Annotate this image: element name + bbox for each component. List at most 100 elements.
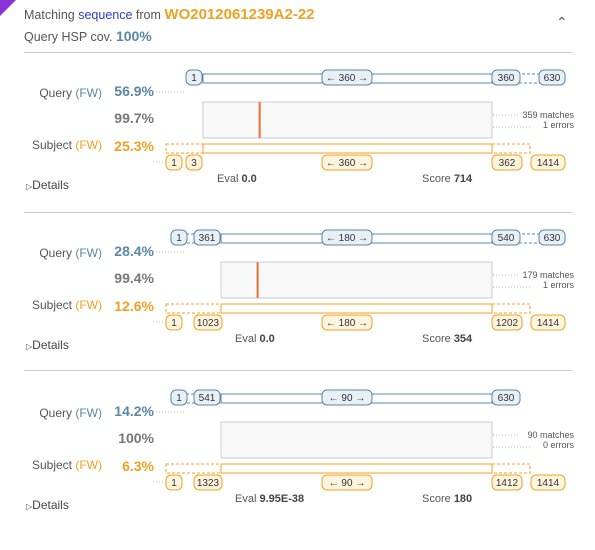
query-length-pill: ← 90 → — [322, 390, 372, 405]
matches-count: 359 matches — [494, 110, 574, 120]
subject-length-pill: ← 360 → — [322, 155, 372, 170]
score-value: 354 — [454, 333, 472, 345]
match-header: Matching sequence from WO2012061239A2-22 — [24, 6, 315, 23]
query-start-pill: 361 — [194, 230, 220, 245]
match-counts: 179 matches1 errors — [494, 270, 574, 290]
svg-text:360: 360 — [498, 73, 515, 84]
svg-text:630: 630 — [544, 73, 561, 84]
svg-text:1: 1 — [191, 73, 197, 84]
svg-text:← 360 →: ← 360 → — [326, 73, 368, 84]
svg-text:1323: 1323 — [197, 478, 220, 489]
svg-text:361: 361 — [199, 233, 216, 244]
subject-unaligned-left — [166, 304, 221, 313]
svg-text:630: 630 — [544, 233, 561, 244]
identity-box — [203, 102, 492, 138]
query-start-pill: 1 — [186, 70, 202, 85]
coverage-value: 100% — [116, 28, 152, 44]
e-value: Eval 0.0 — [217, 173, 257, 185]
score-label: Score — [422, 493, 451, 505]
subject-unaligned-left — [166, 464, 221, 473]
e-value: Eval 0.0 — [235, 333, 275, 345]
svg-text:1: 1 — [176, 233, 182, 244]
eval-value: 0.0 — [259, 333, 274, 345]
score: Score 180 — [422, 493, 472, 505]
svg-text:3: 3 — [191, 158, 197, 169]
query-end-pill: 360 — [492, 70, 520, 85]
svg-text:1023: 1023 — [197, 318, 220, 329]
matches-count: 179 matches — [494, 270, 574, 280]
subject-length-pill: ← 90 → — [322, 475, 372, 490]
query-length-pill: ← 180 → — [322, 230, 372, 245]
subject-total-pill: 1414 — [531, 475, 565, 490]
collapse-chevron-icon[interactable]: ⌃ — [556, 14, 568, 31]
matches-count: 90 matches — [494, 430, 574, 440]
score-value: 714 — [454, 173, 472, 185]
eval-value: 0.0 — [241, 173, 256, 185]
e-value: Eval 9.95E-38 — [235, 493, 304, 505]
subject-bar — [203, 144, 492, 153]
subject-first-pill: 1 — [166, 315, 182, 330]
query-length-pill: ← 360 → — [322, 70, 372, 85]
subject-first-pill: 1 — [166, 155, 182, 170]
query-hsp-coverage: Query HSP cov. 100% — [24, 28, 152, 44]
score-label: Score — [422, 173, 451, 185]
subject-start-pill: 1323 — [194, 475, 222, 490]
query-total-pill: 630 — [539, 230, 565, 245]
svg-text:1414: 1414 — [537, 478, 560, 489]
query-end-pill: 630 — [492, 390, 520, 405]
block-separator — [24, 370, 572, 371]
svg-text:1: 1 — [171, 158, 177, 169]
hit-block: Query (FW)56.9%99.7%Subject (FW)25.3%▷De… — [0, 52, 595, 202]
subject-end-pill: 1412 — [492, 475, 522, 490]
svg-text:1412: 1412 — [496, 478, 519, 489]
subject-end-pill: 362 — [492, 155, 522, 170]
score-label: Score — [422, 333, 451, 345]
subject-unaligned-left — [166, 144, 203, 153]
subject-start-pill: 1023 — [194, 315, 222, 330]
score: Score 714 — [422, 173, 472, 185]
query-start-pill: 541 — [194, 390, 220, 405]
svg-text:1414: 1414 — [537, 158, 560, 169]
svg-text:1: 1 — [176, 393, 182, 404]
subject-end-pill: 1202 — [492, 315, 522, 330]
query-total-pill: 630 — [539, 70, 565, 85]
subject-bar — [221, 464, 492, 473]
eval-label: Eval — [235, 333, 256, 345]
identity-box — [221, 422, 492, 458]
query-first-pill: 1 — [171, 230, 187, 245]
subject-start-pill: 3 — [186, 155, 202, 170]
svg-text:1202: 1202 — [496, 318, 519, 329]
subject-first-pill: 1 — [166, 475, 182, 490]
subject-unaligned-right — [492, 144, 530, 153]
svg-text:← 180 →: ← 180 → — [326, 318, 368, 329]
score-value: 180 — [454, 493, 472, 505]
sequence-link[interactable]: sequence — [78, 8, 132, 22]
errors-count: 1 errors — [494, 120, 574, 130]
svg-text:630: 630 — [498, 393, 515, 404]
header-from: from — [136, 8, 161, 22]
subject-length-pill: ← 180 → — [322, 315, 372, 330]
svg-text:← 90 →: ← 90 → — [329, 393, 366, 404]
coverage-label: Query HSP cov. — [24, 30, 112, 44]
eval-label: Eval — [217, 173, 238, 185]
subject-unaligned-right — [492, 464, 530, 473]
svg-text:1414: 1414 — [537, 318, 560, 329]
hit-block: Query (FW)14.2%100%Subject (FW)6.3%▷Deta… — [0, 372, 595, 522]
svg-text:362: 362 — [499, 158, 516, 169]
query-first-pill: 1 — [171, 390, 187, 405]
svg-text:← 360 →: ← 360 → — [326, 158, 368, 169]
header-prefix: Matching — [24, 8, 75, 22]
svg-text:← 90 →: ← 90 → — [329, 478, 366, 489]
errors-count: 1 errors — [494, 280, 574, 290]
svg-text:540: 540 — [498, 233, 515, 244]
subject-unaligned-right — [492, 304, 530, 313]
accession-id[interactable]: WO2012061239A2-22 — [164, 6, 314, 23]
eval-label: Eval — [235, 493, 256, 505]
query-end-pill: 540 — [492, 230, 520, 245]
subject-total-pill: 1414 — [531, 155, 565, 170]
svg-text:1: 1 — [171, 318, 177, 329]
svg-text:541: 541 — [199, 393, 216, 404]
match-counts: 359 matches1 errors — [494, 110, 574, 130]
corner-flag — [0, 0, 16, 16]
identity-box — [221, 262, 492, 298]
